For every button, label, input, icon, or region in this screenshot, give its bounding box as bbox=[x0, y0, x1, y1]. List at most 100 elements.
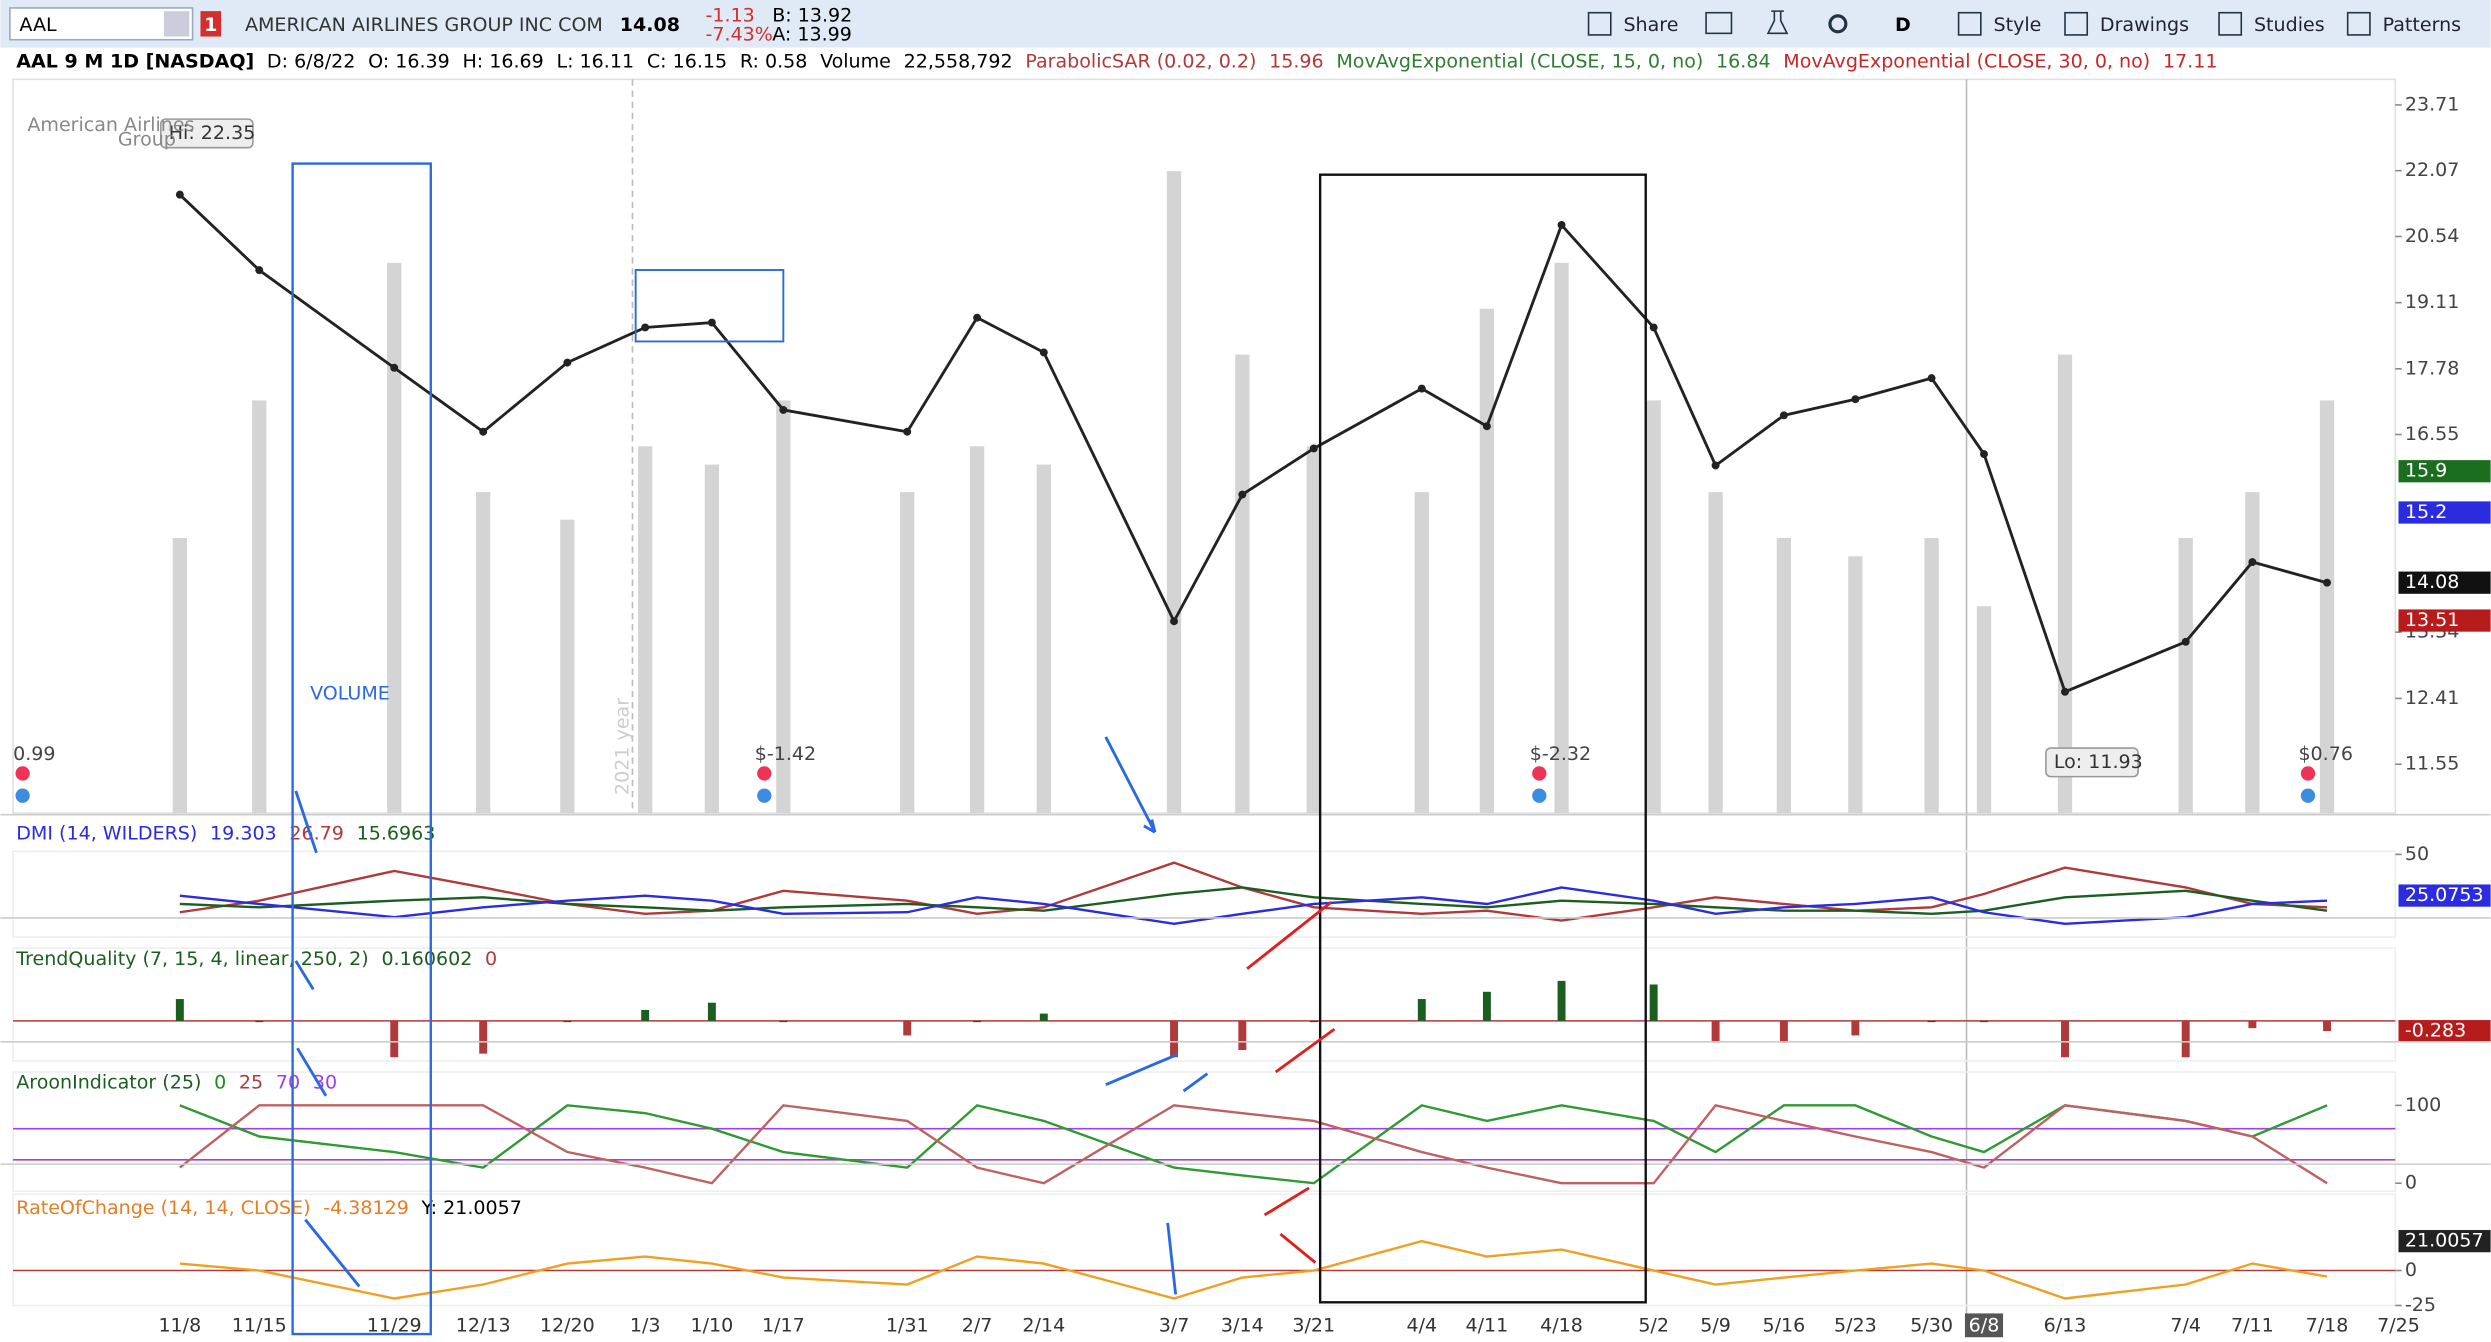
dividend-icon bbox=[13, 786, 32, 805]
price-point bbox=[707, 318, 716, 327]
button-icon[interactable] bbox=[2346, 11, 2371, 36]
toolbar-button[interactable]: Drawings bbox=[2100, 14, 2189, 36]
study-header: -4.38129 bbox=[323, 1197, 409, 1219]
histogram-bar bbox=[1309, 1020, 1318, 1023]
y-tick-label: 11.55 bbox=[2405, 753, 2460, 775]
x-tick-label: 6/13 bbox=[2044, 1315, 2087, 1337]
symbol-input[interactable] bbox=[9, 7, 194, 41]
volume-bar bbox=[776, 400, 791, 814]
symbol[interactable]: AAL bbox=[19, 14, 57, 36]
price-panel bbox=[12, 78, 2397, 814]
drawing-rect[interactable] bbox=[634, 269, 785, 343]
symbol-dropdown[interactable] bbox=[163, 11, 190, 37]
x-tick-label: 2/7 bbox=[962, 1315, 993, 1337]
icon[interactable] bbox=[1766, 10, 1789, 35]
volume-bar bbox=[1479, 308, 1495, 814]
alert-badge[interactable] bbox=[200, 11, 222, 37]
histogram-bar bbox=[641, 1009, 650, 1021]
arrow[interactable] bbox=[294, 790, 1209, 1295]
button-icon[interactable] bbox=[1587, 11, 1612, 36]
study-header: 15.6963 bbox=[357, 822, 436, 844]
histogram-bar bbox=[479, 1020, 488, 1054]
lo-label-box bbox=[2045, 747, 2139, 778]
x-tick-label: 1/31 bbox=[886, 1315, 929, 1337]
button-icon[interactable] bbox=[1957, 11, 1982, 36]
price-point bbox=[903, 427, 912, 436]
y-tick-label: 16.55 bbox=[2405, 423, 2460, 445]
button-icon[interactable] bbox=[2064, 11, 2089, 36]
y-tick-label: 22.07 bbox=[2405, 159, 2460, 181]
volume-bar bbox=[1848, 556, 1863, 814]
price-point bbox=[1649, 323, 1658, 332]
toolbar-button[interactable]: Style bbox=[1994, 14, 2042, 36]
volume-bar bbox=[969, 446, 985, 814]
arrow[interactable] bbox=[1246, 900, 1336, 1264]
earnings-icon bbox=[13, 764, 32, 783]
price-badge-label: 15.2 bbox=[2405, 501, 2447, 523]
study-header: RateOfChange (14, 14, CLOSE) bbox=[16, 1197, 310, 1219]
x-tick-label: 5/30 bbox=[1910, 1315, 1953, 1337]
histogram-bar bbox=[779, 1020, 788, 1023]
x-tick-label: 11/8 bbox=[158, 1315, 201, 1337]
year-marker: 2021 year bbox=[611, 698, 633, 795]
hi-label-box bbox=[159, 118, 254, 149]
price-badge bbox=[2398, 1230, 2491, 1253]
volume-bar bbox=[1776, 537, 1792, 814]
price-badge bbox=[2398, 501, 2491, 524]
drawing-rect[interactable] bbox=[1318, 173, 1647, 1304]
icon[interactable] bbox=[1828, 14, 1848, 34]
x-tick-label: 7/11 bbox=[2231, 1315, 2274, 1337]
earnings-icon bbox=[1530, 764, 1549, 783]
drawing-rect[interactable] bbox=[291, 162, 432, 1336]
toolbar-button[interactable]: Share bbox=[1623, 14, 1678, 36]
volume-bar bbox=[1976, 606, 1992, 814]
histogram-bar bbox=[1980, 1020, 1988, 1023]
price-point bbox=[1927, 374, 1936, 383]
price-point bbox=[641, 323, 650, 332]
x-tick-label: 1/17 bbox=[762, 1315, 805, 1337]
price-point bbox=[973, 313, 982, 322]
icon[interactable] bbox=[1705, 11, 1733, 35]
lo-label: Lo: 11.93 bbox=[2054, 751, 2143, 773]
toolbar-button[interactable]: Studies bbox=[2254, 14, 2325, 36]
x-tick-label: 5/23 bbox=[1834, 1315, 1877, 1337]
price-badge-label: 15.9 bbox=[2405, 460, 2447, 482]
price-point bbox=[2323, 578, 2332, 587]
x-tick-label: 3/14 bbox=[1221, 1315, 1264, 1337]
price-point bbox=[175, 190, 184, 199]
study-header: R: 0.58 bbox=[740, 50, 808, 72]
volume-bar bbox=[1646, 400, 1661, 814]
button-icon[interactable] bbox=[2218, 11, 2243, 36]
bid: B: 13.92 bbox=[772, 4, 852, 26]
x-tick-label: 5/2 bbox=[1638, 1315, 1669, 1337]
drawing-arrows bbox=[294, 736, 1336, 1295]
histogram-bar bbox=[1417, 999, 1426, 1021]
x-tick-label: 12/13 bbox=[456, 1315, 511, 1337]
price-point bbox=[1851, 395, 1860, 404]
volume-bar bbox=[1924, 537, 1939, 814]
dividend-icon bbox=[2299, 786, 2317, 805]
volume-bar bbox=[1235, 354, 1250, 814]
x-tick-label: 7/25 bbox=[2377, 1315, 2420, 1337]
earnings-icon bbox=[755, 764, 774, 783]
study-header: 22,558,792 bbox=[904, 50, 1013, 72]
study-header: MovAvgExponential (CLOSE, 30, 0, no) bbox=[1783, 50, 2150, 72]
x-tick-label: 12/20 bbox=[540, 1315, 595, 1337]
dividend-icon bbox=[755, 786, 774, 805]
price-point bbox=[779, 405, 788, 414]
x-tick-label: 7/4 bbox=[2170, 1315, 2201, 1337]
price-point bbox=[255, 266, 264, 275]
volume-bar bbox=[1166, 171, 1182, 814]
volume-bar bbox=[704, 464, 720, 814]
toolbar-button[interactable]: Patterns bbox=[2383, 14, 2461, 36]
study-header: TrendQuality (7, 15, 4, linear, 250, 2) bbox=[15, 948, 368, 970]
y-tick-label: 0 bbox=[2405, 1259, 2417, 1281]
logo-sub: Group bbox=[118, 128, 176, 150]
change: -1.13 bbox=[706, 4, 755, 26]
study-header: 0.160602 bbox=[381, 948, 472, 970]
arrow[interactable] bbox=[1104, 736, 1157, 834]
histogram-bar bbox=[903, 1020, 912, 1036]
aggregation[interactable]: D bbox=[1895, 14, 1911, 36]
